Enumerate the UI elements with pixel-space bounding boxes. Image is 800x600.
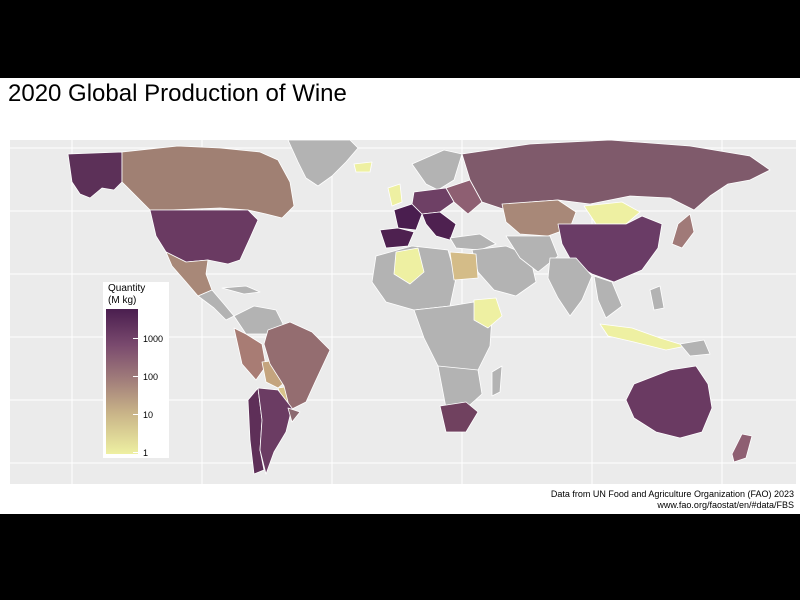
argentina [257,387,293,475]
turkey [449,233,497,251]
canada [121,145,295,219]
legend-tick-1: 1 [143,448,149,458]
greenland [287,140,359,187]
legend: Quantity (M kg) 1000 100 10 1 [103,282,169,458]
united-states [149,209,259,265]
legend-title-line1: Quantity [108,283,146,294]
philippines [649,285,665,311]
legend-colorbar [106,309,138,454]
south-africa [439,401,479,433]
iceland [353,161,373,173]
kazakhstan-central-asia [501,199,577,237]
legend-title-line2: (M kg) [108,295,137,306]
legend-tickmark [133,338,138,339]
legend-title: Quantity (M kg) [108,283,145,307]
new-zealand [731,433,753,463]
alaska [67,151,123,199]
caption-source: Data from UN Food and Agriculture Organi… [550,489,794,499]
southern-africa [437,365,483,413]
algeria [393,247,425,285]
legend-tickmark [133,414,138,415]
legend-tickmark [133,376,138,377]
egypt [449,251,479,281]
world-map [10,140,796,484]
legend-tick-1000: 1000 [143,334,164,344]
japan [671,213,695,249]
papua [679,339,711,357]
indonesia [599,323,687,351]
russia [461,140,771,211]
legend-tick-100: 100 [143,372,159,382]
eastern-europe [445,179,483,215]
germany-central-europe [411,187,455,215]
iran-afghanistan [505,235,559,273]
australia [625,365,713,439]
scandinavia [411,149,463,191]
central-africa [413,301,493,385]
ecuador-peru [233,327,267,381]
uk-ireland [387,183,403,207]
mongolia [583,201,641,225]
france [393,203,423,231]
india [547,257,593,317]
map-title: 2020 Global Production of Wine [8,80,347,107]
brazil [263,321,331,411]
southeast-asia [593,275,623,319]
uruguay [287,407,301,423]
legend-tickmark [133,452,138,453]
legend-tick-10: 10 [143,410,154,420]
italy-balkans [421,211,457,241]
madagascar [491,365,503,397]
caption: Data from UN Food and Agriculture Organi… [551,489,794,511]
caption-url: www.fao.org/faostat/en/#data/FBS [657,500,794,510]
ethiopia [473,297,503,329]
central-america [197,289,235,321]
caribbean [221,285,261,295]
spain-portugal [379,227,415,249]
